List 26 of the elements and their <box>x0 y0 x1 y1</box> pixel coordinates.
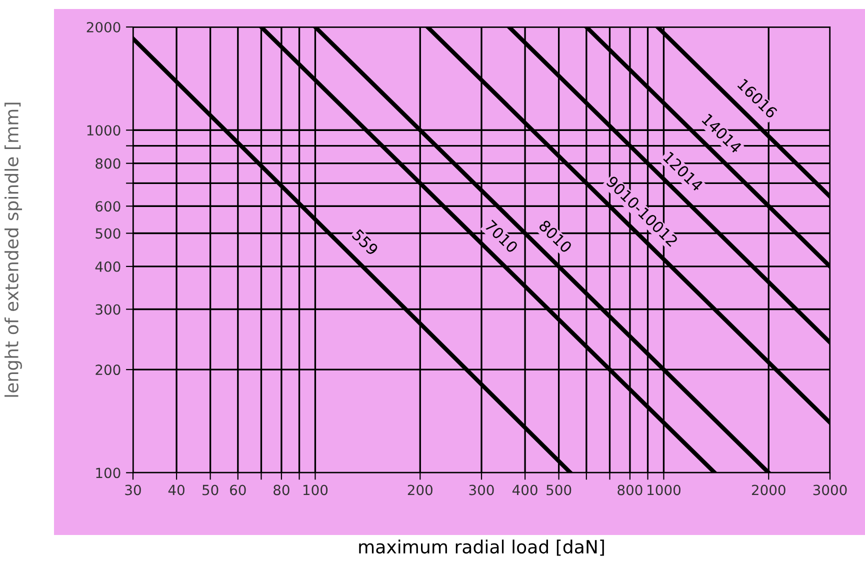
x-tick-label: 2000 <box>752 484 786 496</box>
x-tick-label: 400 <box>512 484 538 496</box>
x-axis-title: maximum radial load [daN] <box>359 540 604 556</box>
y-tick-label: 2000 <box>86 22 120 32</box>
y-axis-title: lenght of extended spindle [mm] <box>4 102 22 397</box>
x-tick-label: 1000 <box>648 484 680 496</box>
x-tick-label: 30 <box>125 484 141 496</box>
x-tick-label: 60 <box>230 484 246 496</box>
y-tick-label: 300 <box>96 304 120 315</box>
x-tick-label: 300 <box>469 484 494 496</box>
y-tick-label: 1000 <box>87 125 120 136</box>
x-tick-label: 50 <box>202 484 218 496</box>
x-tick-label: 500 <box>546 484 572 496</box>
y-tick-label: 600 <box>96 201 120 212</box>
y-tick-label: 500 <box>96 228 120 239</box>
x-tick-label: 100 <box>303 484 328 496</box>
text: 559 <box>352 228 379 256</box>
y-tick-label: 400 <box>95 261 120 272</box>
y-tick-label: 200 <box>96 364 120 376</box>
x-tick-label: 3000 <box>813 484 847 496</box>
y-tick-label: 100 <box>96 468 120 478</box>
x-tick-label: 200 <box>408 484 432 496</box>
x-tick-label: 80 <box>274 484 290 496</box>
x-tick-label: 800 <box>618 484 642 496</box>
x-tick-label: 40 <box>168 484 184 496</box>
y-tick-label: 800 <box>96 158 120 169</box>
